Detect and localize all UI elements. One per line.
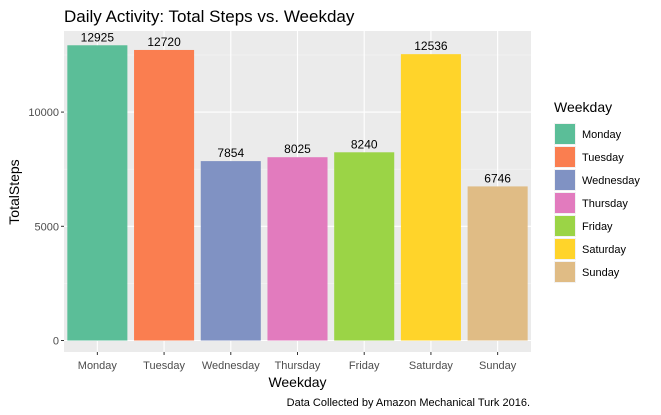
x-tick-label-saturday: Saturday — [409, 360, 454, 372]
y-tick-label: 5000 — [35, 221, 59, 233]
x-axis-title: Weekday — [268, 374, 326, 390]
y-axis-title: TotalSteps — [6, 159, 22, 224]
legend-swatch-friday — [555, 216, 575, 236]
legend-swatch-thursday — [555, 193, 575, 213]
legend-swatch-tuesday — [555, 147, 575, 167]
bar-friday — [334, 152, 395, 341]
y-tick-label: 10000 — [28, 107, 59, 119]
data-label-thursday: 8025 — [284, 142, 311, 156]
legend-label-monday: Monday — [582, 129, 622, 141]
bar-thursday — [267, 157, 328, 341]
legend-swatch-monday — [555, 124, 575, 144]
legend-swatch-saturday — [555, 239, 575, 259]
data-label-monday: 12925 — [81, 30, 115, 44]
data-label-wednesday: 7854 — [217, 146, 244, 160]
data-labels: 12925 12720 7854 8025 8240 12536 6746 — [81, 30, 512, 185]
bar-sunday — [467, 186, 528, 341]
x-tick-label-wednesday: Wednesday — [202, 360, 260, 372]
chart-title: Daily Activity: Total Steps vs. Weekday — [64, 7, 355, 26]
x-tick-label-tuesday: Tuesday — [143, 360, 185, 372]
legend-label-thursday: Thursday — [582, 198, 628, 210]
bar-wednesday — [200, 161, 261, 341]
data-label-saturday: 12536 — [414, 39, 448, 53]
legend-swatch-wednesday — [555, 170, 575, 190]
legend-swatch-sunday — [555, 262, 575, 282]
legend-label-friday: Friday — [582, 221, 613, 233]
legend-title: Weekday — [554, 99, 612, 115]
bars — [67, 45, 528, 341]
x-tick-label-friday: Friday — [349, 360, 380, 372]
bar-monday — [67, 45, 128, 341]
legend-label-wednesday: Wednesday — [582, 175, 640, 187]
x-tick-label-thursday: Thursday — [275, 360, 321, 372]
data-label-friday: 8240 — [351, 137, 378, 151]
chart-caption: Data Collected by Amazon Mechanical Turk… — [287, 397, 530, 409]
legend-label-saturday: Saturday — [582, 244, 627, 256]
x-tick-label-monday: Monday — [78, 360, 118, 372]
legend-label-sunday: Sunday — [582, 267, 620, 279]
legend: Weekday Monday Tuesday Wednesday Thursday Fr… — [554, 99, 640, 283]
legend-label-tuesday: Tuesday — [582, 152, 624, 164]
bar-tuesday — [134, 49, 195, 341]
x-axis: Monday Tuesday Wednesday Thursday Friday Satu… — [78, 352, 517, 372]
y-tick-label: 0 — [53, 336, 59, 348]
data-label-tuesday: 12720 — [147, 35, 181, 49]
bar-saturday — [400, 54, 461, 341]
x-tick-label-sunday: Sunday — [479, 360, 517, 372]
data-label-sunday: 6746 — [484, 171, 511, 185]
y-axis: 0 5000 10000 — [28, 107, 64, 348]
